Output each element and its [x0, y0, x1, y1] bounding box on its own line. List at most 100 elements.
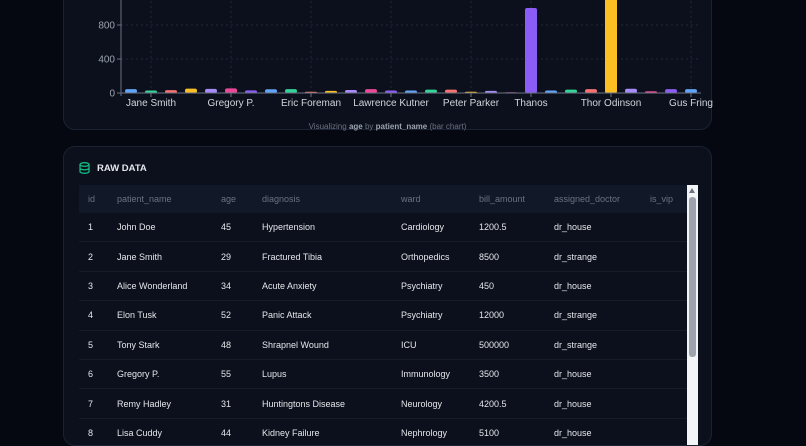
cell-diagnosis: Panic Attack — [262, 300, 401, 331]
cell-id: 2 — [79, 241, 117, 272]
cell-ward: Orthopedics — [401, 241, 479, 272]
cell-age: 34 — [221, 271, 262, 302]
cell-id: 1 — [79, 213, 117, 243]
column-header-assigned-doctor[interactable]: assigned_doctor — [554, 185, 650, 213]
bar-thor-odinson — [605, 0, 617, 93]
column-header-patient-name[interactable]: patient_name — [117, 185, 221, 213]
cell-ward: Cardiology — [401, 213, 479, 243]
cell-bill-amount: 8500 — [479, 241, 554, 272]
cell-diagnosis: Kidney Failure — [262, 418, 401, 445]
cell-patient-name: John Doe — [117, 213, 221, 243]
bar-item-10 — [325, 90, 337, 93]
raw-data-header: RAW DATA — [79, 162, 147, 174]
bar-gregory-p- — [225, 88, 237, 93]
cell-diagnosis: Fractured Tibia — [262, 241, 401, 272]
cell-diagnosis: Hypertension — [262, 213, 401, 243]
x-tick-label: Gregory P. — [207, 98, 254, 109]
cell-is-vip — [650, 213, 687, 243]
cell-diagnosis: Shrapnel Wound — [262, 330, 401, 360]
chart-card: 0 400 800 Jane Smith Gregory P. Eric Foreman L… — [63, 0, 713, 131]
bar-lisa-cuddy — [265, 89, 277, 93]
raw-data-title: RAW DATA — [97, 162, 147, 174]
cell-assigned-doctor: dr_house — [554, 418, 650, 445]
x-tick-label: Thanos — [514, 98, 547, 109]
database-icon — [79, 162, 90, 174]
cell-assigned-doctor: dr_house — [554, 213, 650, 243]
cell-assigned-doctor: dr_strange — [554, 300, 650, 331]
scrollbar-thumb[interactable] — [689, 197, 696, 357]
cell-age: 29 — [221, 241, 262, 272]
bar-item-15 — [425, 89, 437, 93]
cell-is-vip — [650, 359, 687, 390]
cell-id: 8 — [79, 418, 117, 445]
table-row[interactable]: 8 Lisa Cuddy 44 Kidney Failure Nephrology 510… — [79, 418, 687, 445]
column-header-ward[interactable]: ward — [401, 185, 479, 213]
cell-ward: ICU — [401, 330, 479, 360]
bar-item-8 — [285, 89, 297, 93]
cell-patient-name: Remy Hadley — [117, 388, 221, 419]
cell-is-vip — [650, 388, 687, 419]
scroll-up-arrow-icon[interactable] — [689, 188, 695, 193]
cell-diagnosis: Huntingtons Disease — [262, 388, 401, 419]
table-row[interactable]: 4 Elon Tusk 52 Panic Attack Psychiatry 12000 d… — [79, 300, 687, 331]
table-row[interactable]: 5 Tony Stark 48 Shrapnel Wound ICU 500000 dr_s… — [79, 330, 687, 360]
bar-thanos — [525, 8, 537, 93]
cell-bill-amount: 3500 — [479, 359, 554, 390]
bar-chart: 0 400 800 Jane Smith Gregory P. Eric Foreman L… — [98, 0, 713, 109]
cell-ward: Immunology — [401, 359, 479, 390]
table-row[interactable]: 6 Gregory P. 55 Lupus Immunology 3500 dr_house — [79, 359, 687, 390]
bar-alice-wonderland — [165, 90, 177, 93]
cell-patient-name: Jane Smith — [117, 241, 221, 272]
cell-ward: Nephrology — [401, 418, 479, 445]
cell-bill-amount: 12000 — [479, 300, 554, 331]
x-tick-label: Lawrence Kutner — [353, 98, 429, 109]
bar-remy-hadley — [245, 90, 257, 93]
table-row[interactable]: 1 John Doe 45 Hypertension Cardiology 1200.5 d… — [79, 213, 687, 243]
cell-ward: Psychiatry — [401, 300, 479, 331]
bar-item-18 — [485, 90, 497, 93]
column-header-diagnosis[interactable]: diagnosis — [262, 185, 401, 213]
cell-age: 52 — [221, 300, 262, 331]
bar-item-27 — [665, 89, 677, 93]
cell-patient-name: Alice Wonderland — [117, 271, 221, 302]
y-tick-label: 0 — [109, 89, 115, 100]
caption-prefix: Visualizing — [308, 122, 347, 131]
cell-id: 4 — [79, 300, 117, 331]
table-row[interactable]: 3 Alice Wonderland 34 Acute Anxiety Psychiat… — [79, 271, 687, 302]
cell-assigned-doctor: dr_house — [554, 359, 650, 390]
column-header-id[interactable]: id — [79, 185, 117, 213]
chart-caption: Visualizing age by patient_name (bar cha… — [64, 122, 711, 131]
bar-item-21 — [545, 90, 557, 93]
cell-diagnosis: Acute Anxiety — [262, 271, 401, 302]
cell-is-vip — [650, 330, 687, 360]
caption-field: age — [348, 122, 363, 131]
cell-ward: Neurology — [401, 388, 479, 419]
cell-is-vip — [650, 271, 687, 302]
table-row[interactable]: 7 Remy Hadley 31 Huntingtons Disease Neurolo… — [79, 388, 687, 419]
caption-by: by — [364, 122, 374, 131]
cell-assigned-doctor: dr_house — [554, 271, 650, 302]
cell-is-vip — [650, 300, 687, 331]
caption-category: patient_name — [375, 122, 428, 131]
column-header-bill-amount[interactable]: bill_amount — [479, 185, 554, 213]
column-header-age[interactable]: age — [221, 185, 262, 213]
data-table: id patient_name age diagnosis ward bill_amoun… — [79, 185, 687, 445]
cell-bill-amount: 5100 — [479, 418, 554, 445]
table-header-row: id patient_name age diagnosis ward bill_amoun… — [79, 185, 687, 213]
cell-bill-amount: 500000 — [479, 330, 554, 360]
bar-item-14 — [405, 90, 417, 93]
y-tick-label: 800 — [98, 21, 115, 32]
bar-item-12 — [365, 89, 377, 93]
y-tick-label: 400 — [98, 55, 115, 66]
column-header-is-vip[interactable]: is_vip — [650, 185, 687, 213]
cell-id: 6 — [79, 359, 117, 390]
cell-assigned-doctor: dr_house — [554, 388, 650, 419]
bar-jane-smith — [145, 90, 157, 93]
cell-patient-name: Tony Stark — [117, 330, 221, 360]
cell-bill-amount: 4200.5 — [479, 388, 554, 419]
cell-is-vip — [650, 241, 687, 272]
x-tick-label: Peter Parker — [443, 98, 500, 109]
x-tick-label: Jane Smith — [126, 98, 176, 109]
table-scrollbar[interactable] — [687, 185, 698, 445]
table-row[interactable]: 2 Jane Smith 29 Fractured Tibia Orthopedics 8… — [79, 241, 687, 272]
